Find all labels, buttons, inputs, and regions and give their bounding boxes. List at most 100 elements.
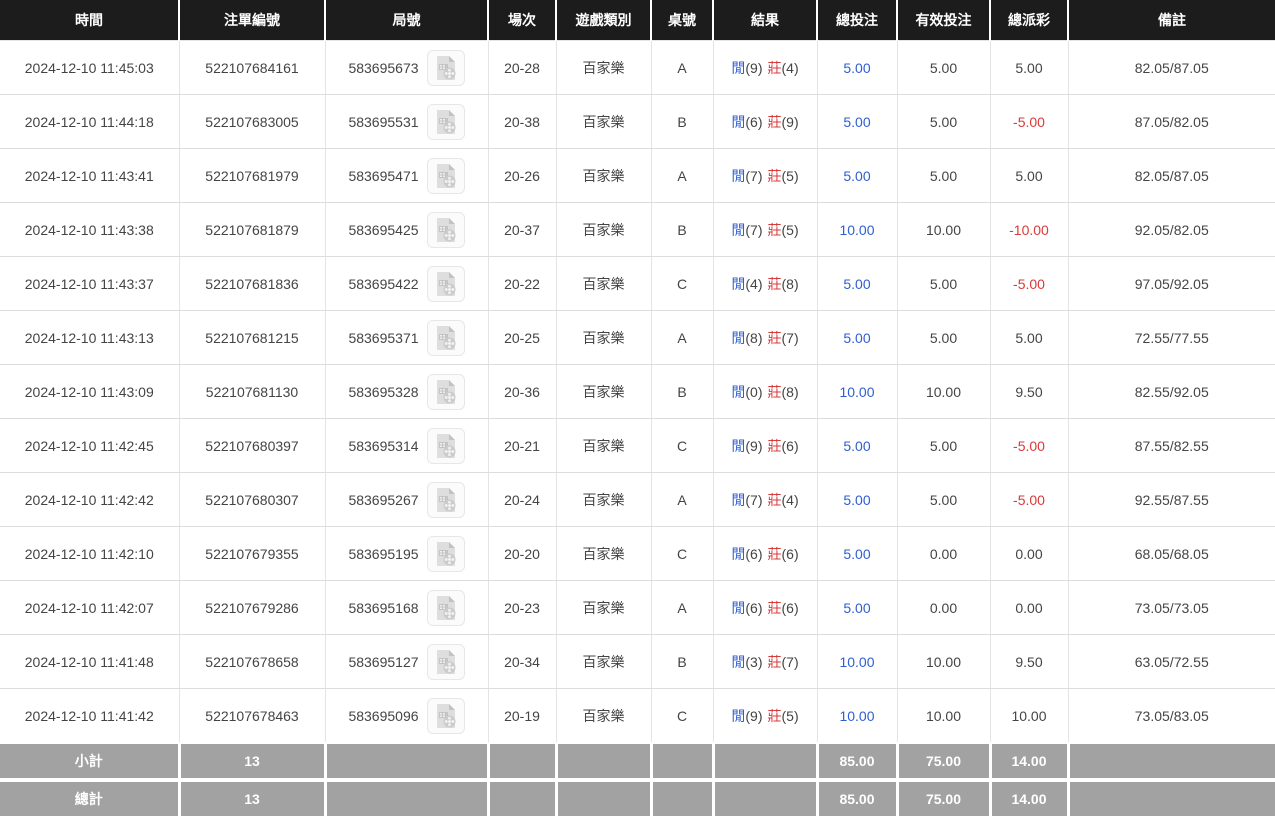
video-file-icon [436,595,456,620]
table-header: 時間 注單編號 局號 場次 遊戲類別 桌號 結果 總投注 有效投注 總派彩 備註 [0,0,1275,41]
total-bet-value: 10.00 [839,383,875,400]
round-id-value: 583695371 [348,329,419,346]
total-payout-value: -5.00 [1013,437,1045,454]
video-replay-button[interactable] [426,319,465,356]
total-payout-value: -5.00 [1013,113,1045,130]
cell-bet_id: 522107679355 [178,526,325,581]
cell-round_id: 583695328 [324,364,488,419]
video-file-icon [436,109,456,134]
total-payout-value: 9.50 [1015,653,1043,670]
video-replay-button[interactable] [426,589,465,626]
cell-result: 閒(4) 莊(8) [712,256,817,311]
video-replay-button[interactable] [426,265,465,302]
result-player-label: 閒 [731,437,746,454]
video-replay-button[interactable] [426,643,465,680]
cell-result: 閒(0) 莊(8) [712,364,817,419]
cell-session: 20-34 [487,634,556,689]
video-replay-button[interactable] [426,157,465,194]
cell-game_type: 百家樂 [555,94,651,149]
table-row: 2024-12-10 11:43:13 522107681215 583695371… [0,310,1275,365]
video-replay-button[interactable] [426,697,465,734]
cell-result: 閒(8) 莊(7) [712,310,817,365]
cell-session: 20-36 [487,364,556,419]
table-row: 2024-12-10 11:43:38 522107681879 583695425… [0,202,1275,257]
column-header-remark: 備註 [1067,0,1275,41]
cell-game_type: 百家樂 [555,472,651,527]
cell-session: 20-23 [487,580,556,635]
total-bet-value: 5.00 [843,491,871,508]
cell-result: 閒(7) 莊(4) [712,472,817,527]
summary-cell-remark [1066,742,1275,780]
total-bet-value: 10.00 [839,707,875,724]
result-banker-label: 莊 [767,275,782,292]
video-replay-button[interactable] [426,481,465,518]
table-row: 2024-12-10 11:41:48 522107678658 583695127… [0,634,1275,689]
cell-time: 2024-12-10 11:43:41 [0,148,179,203]
result-player-label: 閒 [731,275,746,292]
result-player-score: (0) [745,383,763,400]
round-id-value: 583695314 [348,437,419,454]
cell-round_id: 583695425 [324,202,488,257]
round-id-wrap: 583695195 [348,535,465,572]
cell-round_id: 583695371 [324,310,488,365]
summary-cell-total_payout: 14.00 [988,778,1068,816]
video-replay-button[interactable] [426,49,465,86]
cell-time: 2024-12-10 11:41:42 [0,688,179,744]
round-id-value: 583695127 [348,653,419,670]
video-file-icon [436,55,456,80]
summary-cell-result [711,778,817,816]
cell-remark: 92.55/87.55 [1067,472,1275,527]
round-id-wrap: 583695422 [348,265,465,302]
total-bet-value: 5.00 [843,59,871,76]
cell-table_no: A [650,580,713,635]
video-file-icon [436,325,456,350]
cell-time: 2024-12-10 11:44:18 [0,94,179,149]
cell-total_payout: 10.00 [989,688,1068,744]
result-player-score: (6) [745,545,763,562]
video-replay-button[interactable] [426,373,465,410]
video-replay-button[interactable] [426,211,465,248]
summary-cell-table_no [649,778,713,816]
result-player-label: 閒 [731,491,746,508]
cell-result: 閒(6) 莊(9) [712,94,817,149]
cell-total_payout: -5.00 [989,472,1068,527]
cell-total_payout: -5.00 [989,418,1068,473]
cell-game_type: 百家樂 [555,688,651,744]
cell-result: 閒(3) 莊(7) [712,634,817,689]
cell-valid_bet: 10.00 [896,202,990,257]
result-player-label: 閒 [731,329,746,346]
video-replay-button[interactable] [426,103,465,140]
cell-table_no: A [650,472,713,527]
cell-remark: 97.05/92.05 [1067,256,1275,311]
cell-game_type: 百家樂 [555,580,651,635]
total-bet-value: 5.00 [843,167,871,184]
cell-time: 2024-12-10 11:43:13 [0,310,179,365]
cell-session: 20-37 [487,202,556,257]
result-player-score: (9) [745,437,763,454]
total-payout-value: -5.00 [1013,275,1045,292]
result-player-label: 閒 [731,59,746,76]
cell-result: 閒(7) 莊(5) [712,202,817,257]
cell-remark: 73.05/73.05 [1067,580,1275,635]
result-banker-label: 莊 [767,491,782,508]
result-banker-score: (4) [781,491,799,508]
cell-table_no: A [650,148,713,203]
round-id-value: 583695425 [348,221,419,238]
cell-total_bet: 5.00 [816,472,897,527]
video-replay-button[interactable] [426,535,465,572]
round-id-wrap: 583695425 [348,211,465,248]
summary-cell-total_bet: 85.00 [815,742,897,780]
cell-bet_id: 522107683005 [178,94,325,149]
cell-table_no: B [650,202,713,257]
result-player-label: 閒 [731,653,746,670]
summary-cell-bet_id: 13 [177,778,325,816]
result-player-score: (3) [745,653,763,670]
column-header-session: 場次 [487,0,556,41]
video-replay-button[interactable] [426,427,465,464]
table-row: 2024-12-10 11:43:41 522107681979 583695471… [0,148,1275,203]
summary-cell-valid_bet: 75.00 [895,778,990,816]
result-banker-label: 莊 [767,383,782,400]
cell-round_id: 583695127 [324,634,488,689]
cell-total_payout: 5.00 [989,310,1068,365]
summary-row-subtotal: 小計 13 85.00 75.00 14.00 [0,742,1275,780]
